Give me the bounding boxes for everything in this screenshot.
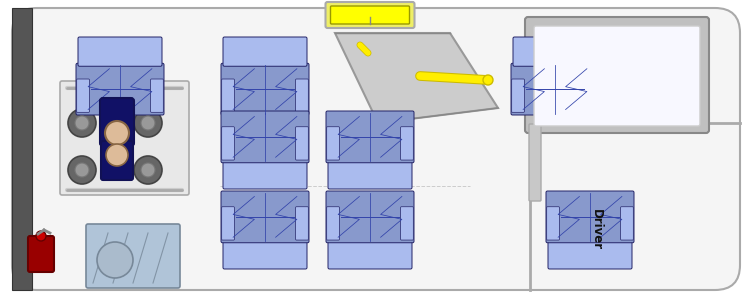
FancyBboxPatch shape xyxy=(76,79,89,112)
FancyBboxPatch shape xyxy=(78,37,162,66)
FancyBboxPatch shape xyxy=(28,236,54,272)
FancyBboxPatch shape xyxy=(223,160,307,189)
FancyBboxPatch shape xyxy=(221,191,309,243)
Circle shape xyxy=(75,116,89,130)
Circle shape xyxy=(483,75,493,85)
FancyBboxPatch shape xyxy=(525,17,709,133)
Circle shape xyxy=(36,231,46,241)
FancyBboxPatch shape xyxy=(296,127,308,160)
FancyBboxPatch shape xyxy=(222,207,234,240)
FancyBboxPatch shape xyxy=(586,79,598,112)
FancyBboxPatch shape xyxy=(100,98,134,146)
FancyBboxPatch shape xyxy=(151,79,164,112)
FancyBboxPatch shape xyxy=(327,207,339,240)
FancyBboxPatch shape xyxy=(221,111,309,163)
Circle shape xyxy=(75,163,89,177)
Circle shape xyxy=(68,109,96,137)
FancyBboxPatch shape xyxy=(76,63,164,115)
FancyBboxPatch shape xyxy=(546,191,634,243)
Circle shape xyxy=(134,109,162,137)
FancyBboxPatch shape xyxy=(511,63,599,115)
FancyBboxPatch shape xyxy=(513,37,597,66)
Bar xyxy=(12,8,32,290)
Circle shape xyxy=(97,242,133,278)
FancyBboxPatch shape xyxy=(512,79,524,112)
FancyBboxPatch shape xyxy=(296,79,308,112)
FancyBboxPatch shape xyxy=(534,26,700,126)
Polygon shape xyxy=(335,33,498,123)
FancyBboxPatch shape xyxy=(60,81,189,195)
Text: Driver: Driver xyxy=(590,209,602,251)
FancyBboxPatch shape xyxy=(328,160,412,189)
Circle shape xyxy=(68,156,96,184)
FancyBboxPatch shape xyxy=(221,63,309,115)
FancyBboxPatch shape xyxy=(547,207,560,240)
FancyBboxPatch shape xyxy=(223,37,307,66)
FancyBboxPatch shape xyxy=(328,240,412,269)
FancyBboxPatch shape xyxy=(223,240,307,269)
FancyBboxPatch shape xyxy=(529,124,541,201)
Circle shape xyxy=(105,121,129,145)
Circle shape xyxy=(141,116,155,130)
FancyBboxPatch shape xyxy=(326,111,414,163)
FancyBboxPatch shape xyxy=(400,127,413,160)
FancyBboxPatch shape xyxy=(326,2,415,28)
FancyBboxPatch shape xyxy=(222,127,234,160)
FancyBboxPatch shape xyxy=(326,191,414,243)
FancyBboxPatch shape xyxy=(86,224,180,288)
FancyBboxPatch shape xyxy=(12,8,740,290)
FancyBboxPatch shape xyxy=(222,79,234,112)
FancyBboxPatch shape xyxy=(296,207,308,240)
FancyBboxPatch shape xyxy=(621,207,633,240)
FancyBboxPatch shape xyxy=(327,127,339,160)
FancyBboxPatch shape xyxy=(400,207,413,240)
Circle shape xyxy=(106,144,128,166)
FancyBboxPatch shape xyxy=(101,141,133,180)
Circle shape xyxy=(134,156,162,184)
Circle shape xyxy=(141,163,155,177)
FancyBboxPatch shape xyxy=(548,240,632,269)
FancyBboxPatch shape xyxy=(331,6,410,24)
